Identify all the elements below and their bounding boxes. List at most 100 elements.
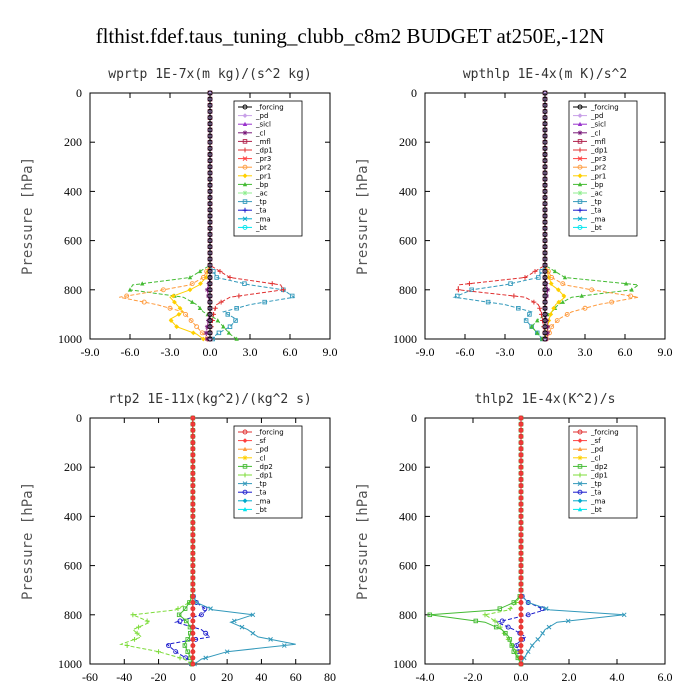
chart1-series-pr1-point <box>176 312 182 317</box>
chart1-legend-label: _pd <box>255 112 268 120</box>
chart3-series-forcing-point <box>190 513 196 519</box>
chart2-series-dp1-point <box>522 275 528 280</box>
chart4-ylabel: Pressure [hPa] <box>355 482 371 600</box>
chart4-series-tp-point <box>621 612 627 618</box>
chart1-legend-marker <box>242 190 248 196</box>
chart1-series-forcing-point <box>207 305 213 311</box>
chart3-series-forcing-point <box>190 464 196 470</box>
chart1-series-pr1-point <box>203 275 209 280</box>
chart4-legend-label: _sf <box>590 437 601 445</box>
chart2-series-forcing-point <box>542 176 548 182</box>
chart2-ytick-label: 400 <box>399 184 417 198</box>
chart2-legend-marker <box>577 182 583 187</box>
chart2-ytick-label: 0 <box>411 86 417 100</box>
chart3-series-dp2-line <box>178 418 194 665</box>
chart4-series-forcing-point <box>518 495 524 501</box>
chart2-series-forcing-point <box>542 275 548 280</box>
chart2-legend-label: _sicl <box>590 121 606 129</box>
chart4-legend-marker <box>577 464 583 469</box>
chart1-series-tp-point <box>262 299 267 305</box>
chart4-series-forcing-point <box>518 643 524 648</box>
chart3-series-forcing-point <box>190 427 196 433</box>
chart3-series-forcing-point <box>190 526 196 532</box>
chart3-series-ta-point <box>166 643 172 648</box>
chart3-series-tp-point <box>231 618 237 624</box>
chart1-series-forcing-point <box>207 176 213 182</box>
chart3-ytick-label: 400 <box>64 509 82 523</box>
chart1-series-forcing-point <box>207 219 213 225</box>
chart1-series-dp1-point <box>280 287 286 293</box>
chart4-series-forcing-point <box>518 550 524 556</box>
chart3-series-forcing-point <box>190 643 196 648</box>
chart1-legend-label: _bt <box>255 224 267 232</box>
chart4-series-tp-point <box>565 618 571 624</box>
chart4-series-forcing-point <box>518 575 524 581</box>
chart2-series-forcing-point <box>542 293 548 299</box>
chart3-series-tp-point <box>224 649 230 655</box>
chart1-series-forcing-point <box>207 139 213 145</box>
chart2-legend-marker <box>577 113 583 118</box>
chart3-series-dp1-point <box>132 637 137 642</box>
chart3-series-tp-point <box>239 624 245 630</box>
chart3-series-dp2-point <box>185 637 190 642</box>
chart2-legend-marker <box>577 130 583 136</box>
chart1-series-dp1-point <box>227 275 233 280</box>
chart3-legend-label: _dp2 <box>255 463 273 471</box>
chart1-series-pr2-point <box>124 293 130 299</box>
chart4-series-dp2-point <box>427 612 433 618</box>
chart2-panel: wpthlp 1E-4x(m K)/s^2 Pressure [hPa] -9.0 -… <box>355 67 673 359</box>
chart1-series-pr2-point <box>167 305 173 311</box>
chart4-frame <box>424 417 666 665</box>
chart3-series-tp-point <box>268 637 273 642</box>
chart2-series-tp-point <box>508 281 513 286</box>
chart1-series-pr2-point <box>200 275 206 280</box>
chart3-series-tp-point <box>203 655 209 661</box>
chart3-series-tp-point <box>208 606 213 612</box>
chart1-series-forcing-point <box>207 262 213 268</box>
chart1-series-forcing-point <box>207 170 213 176</box>
chart1-series-bp-point <box>187 275 193 280</box>
chart4-series-forcing-point <box>518 446 524 452</box>
chart1-xtick-label: -3.0 <box>161 345 180 359</box>
chart1-series-forcing-point <box>207 244 213 250</box>
chart1-series-forcing-point <box>207 195 213 201</box>
chart3-series-dp1-point <box>136 624 141 630</box>
chart4-series-forcing-point <box>518 581 524 587</box>
chart4-series-forcing-point <box>518 606 524 612</box>
chart2-series-forcing-point <box>542 281 548 287</box>
chart1-series-tp-point <box>216 330 222 336</box>
chart4-series-forcing-point <box>518 532 524 538</box>
chart3-legend-label: _sf <box>255 437 266 445</box>
chart1-series-forcing-point <box>207 152 213 157</box>
chart2-series-pr2-point <box>554 318 560 323</box>
chart1-series-bp-point <box>226 330 232 335</box>
chart2-series-forcing-point <box>542 336 548 342</box>
chart3-legend-marker <box>242 446 248 451</box>
chart1-series-forcing-point <box>207 108 213 114</box>
chart2-series-forcing-point <box>542 158 548 164</box>
chart1-series-pr2-point <box>183 311 189 317</box>
chart2-series-forcing-point <box>542 170 548 176</box>
chart1-ylabel: Pressure [hPa] <box>20 157 36 275</box>
chart2-xtick-label: 3.0 <box>578 345 593 359</box>
chart4-xtick-label: -2.0 <box>464 670 483 684</box>
chart3-series-dp1-point <box>175 606 181 612</box>
chart1-xtick-label: -6.0 <box>121 345 140 359</box>
chart4-series-forcing-point <box>518 526 524 532</box>
chart1-series-forcing-point <box>207 213 213 219</box>
chart2-legend-marker <box>577 207 583 213</box>
chart3-series-dp1-point <box>124 643 130 648</box>
chart2-title: wpthlp 1E-4x(m K)/s^2 <box>463 67 627 82</box>
chart2-legend-label: _bp <box>590 181 604 189</box>
chart2-series-pr1-point <box>551 305 557 311</box>
chart1-series-dp1-point <box>217 268 223 274</box>
chart4-series-forcing-point <box>518 507 524 513</box>
chart4-series-dp2-point <box>503 631 508 636</box>
chart3-series-tp-point <box>281 643 287 648</box>
chart1-series-dp1-point <box>269 281 275 287</box>
chart2-legend-label: _dp1 <box>590 147 608 155</box>
chart1-xtick-label: 3.0 <box>243 345 258 359</box>
chart4-series-tp-point <box>540 630 545 636</box>
chart4-series-tp-point <box>535 637 541 642</box>
chart1-series-forcing-point <box>207 164 213 170</box>
